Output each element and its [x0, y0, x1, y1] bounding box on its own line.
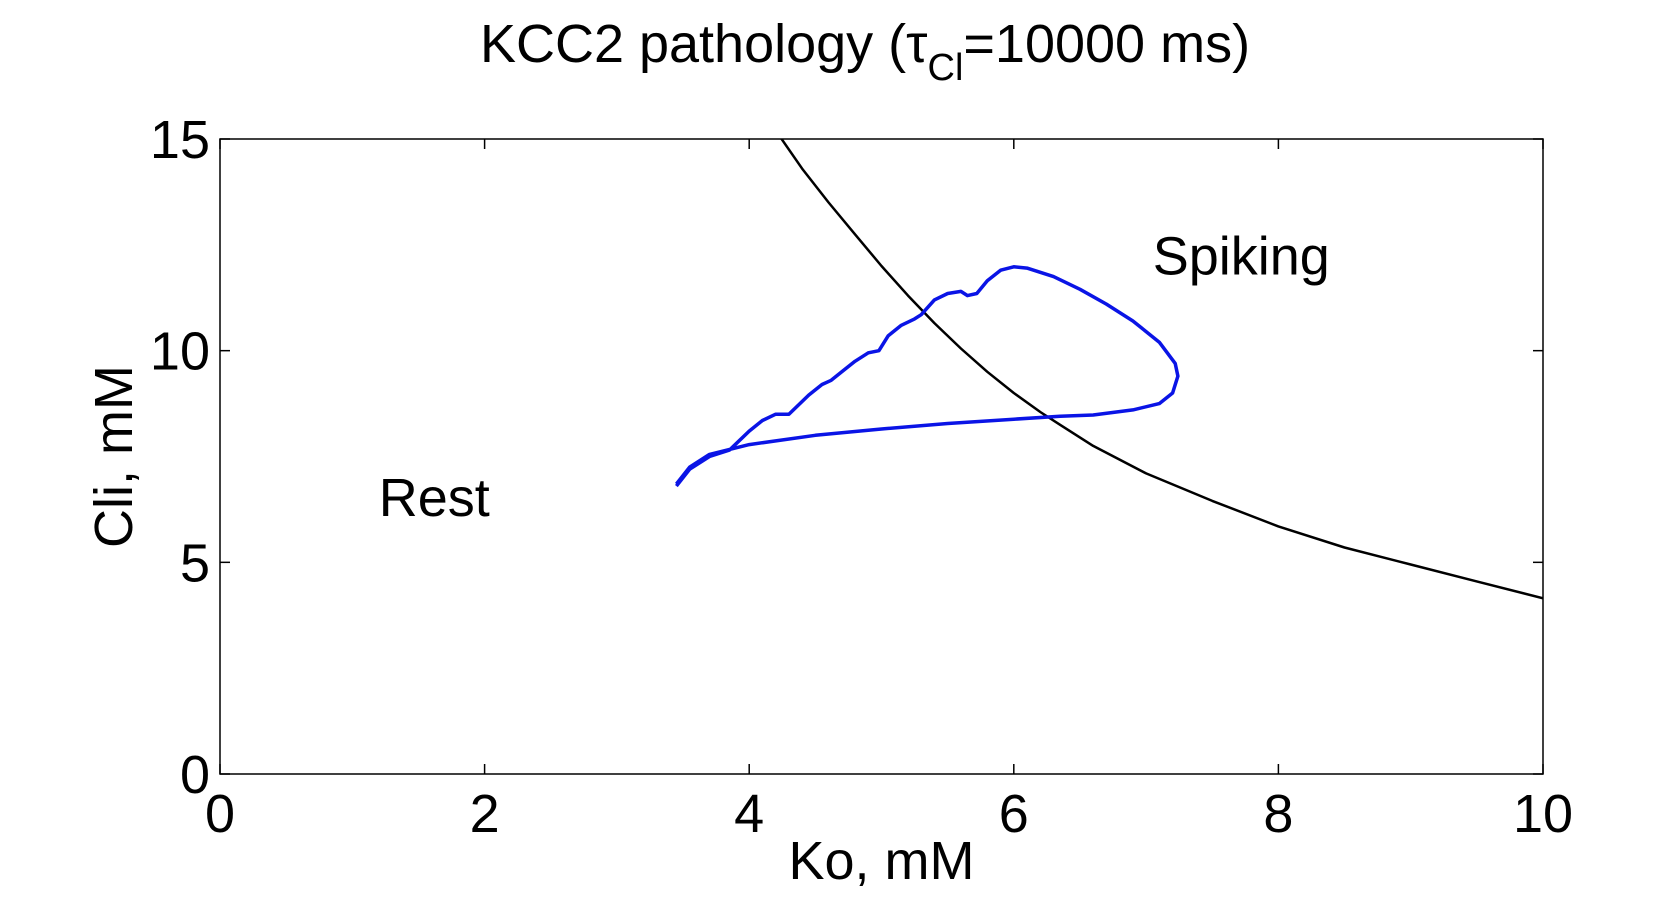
spiking-label: Spiking	[1153, 226, 1330, 286]
plot-area: 0 2 4 6 8 10 0 5 10 15 Rest Spiking	[150, 110, 1573, 844]
y-tick-label: 15	[150, 110, 210, 170]
y-tick-label: 0	[180, 745, 210, 805]
trajectory-curve	[675, 265, 1180, 488]
chart-title: KCC2 pathology (τCl=10000 ms)	[480, 14, 1250, 89]
chart-title-end: =10000 ms)	[963, 14, 1250, 74]
plot-frame	[219, 138, 1544, 775]
y-axis-label: Cli, mM	[84, 365, 144, 548]
x-tick-label: 8	[1263, 784, 1293, 844]
y-tick-label: 10	[150, 322, 210, 382]
rest-label: Rest	[379, 468, 490, 528]
x-tick-label: 10	[1513, 784, 1573, 844]
chart-title-main: KCC2 pathology (τ	[480, 14, 928, 74]
tick-layer: 0 2 4 6 8 10 0 5 10 15	[150, 110, 1573, 844]
boundary-curve	[780, 139, 1543, 600]
x-tick-label: 4	[734, 784, 764, 844]
chart-title-subscript: Cl	[928, 47, 964, 89]
x-tick-label: 2	[470, 784, 500, 844]
x-tick-label: 0	[205, 784, 235, 844]
annotation-layer: Rest Spiking	[379, 226, 1330, 527]
y-tick-label: 5	[180, 533, 210, 593]
series-layer	[675, 139, 1543, 600]
x-tick-label: 6	[999, 784, 1029, 844]
x-axis-label: Ko, mM	[788, 831, 974, 891]
